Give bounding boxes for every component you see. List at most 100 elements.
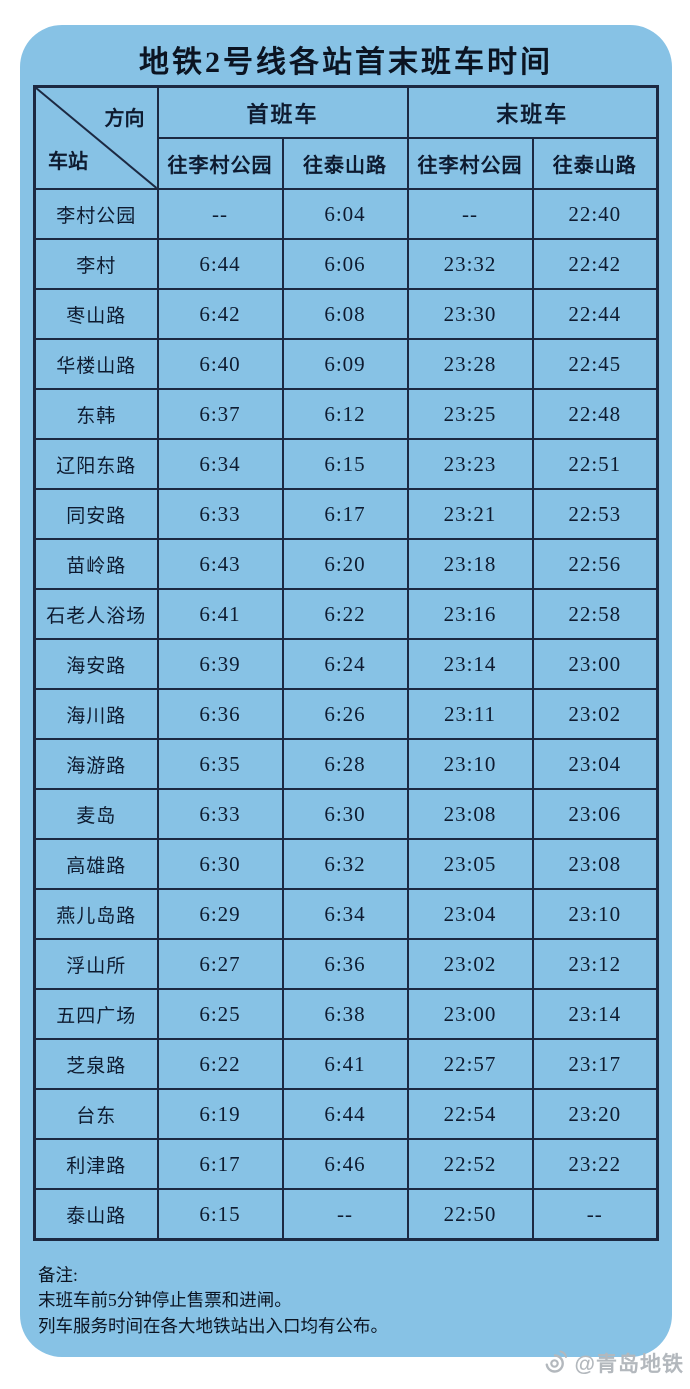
time-cell: 6:17	[281, 488, 409, 540]
header-row-directions: 往李村公园 往泰山路 往李村公园 往泰山路	[35, 137, 659, 190]
time-cell: 6:26	[281, 688, 409, 740]
time-cell: 6:33	[156, 788, 284, 840]
time-cell: 23:25	[406, 388, 534, 440]
station-cell: 海安路	[33, 638, 159, 690]
diagonal-divider	[36, 88, 157, 188]
first-train-header: 首班车	[156, 85, 409, 139]
time-cell: 6:34	[281, 888, 409, 940]
time-cell: 6:44	[281, 1088, 409, 1140]
time-cell: 22:54	[406, 1088, 534, 1140]
time-cell: 22:58	[531, 588, 659, 640]
time-cell: 23:14	[406, 638, 534, 690]
time-cell: 6:39	[156, 638, 284, 690]
header-row-groups: 方向 车站 首班车 末班车	[33, 85, 659, 190]
time-cell: 6:43	[156, 538, 284, 590]
station-cell: 台东	[33, 1088, 159, 1140]
time-cell: 23:21	[406, 488, 534, 540]
dir-header-last-taishan-road: 往泰山路	[531, 137, 659, 190]
weibo-icon	[545, 1350, 567, 1373]
time-cell: 6:20	[281, 538, 409, 590]
time-cell: --	[281, 1188, 409, 1241]
time-cell: 23:16	[406, 588, 534, 640]
station-cell: 华楼山路	[33, 338, 159, 390]
timetable: 方向 车站 首班车 末班车 往李村公园 往泰山路 往李村公园 往泰山路 李村公园…	[33, 85, 660, 1241]
station-cell: 石老人浴场	[33, 588, 159, 640]
time-cell: 23:00	[406, 988, 534, 1040]
time-cell: 6:32	[281, 838, 409, 890]
time-cell: 23:17	[531, 1038, 659, 1090]
dir-header-first-licun-park: 往李村公园	[156, 137, 284, 190]
time-cell: 6:19	[156, 1088, 284, 1140]
table-row: 燕儿岛路 6:29 6:34 23:04 23:10	[33, 888, 659, 940]
table-row: 李村公园 -- 6:04 -- 22:40	[33, 188, 659, 240]
time-cell: 6:12	[281, 388, 409, 440]
station-cell: 海川路	[33, 688, 159, 740]
time-cell: 23:11	[406, 688, 534, 740]
time-cell: 22:51	[531, 438, 659, 490]
time-cell: 23:18	[406, 538, 534, 590]
station-cell: 海游路	[33, 738, 159, 790]
time-cell: 23:02	[531, 688, 659, 740]
station-cell: 同安路	[33, 488, 159, 540]
time-cell: 6:06	[281, 238, 409, 290]
table-row: 李村 6:44 6:06 23:32 22:42	[33, 238, 659, 290]
station-cell: 李村	[33, 238, 159, 290]
timetable-body: 李村公园 -- 6:04 -- 22:40 李村 6:44 6:06 23:32 22:42 枣山路…	[33, 188, 659, 1241]
time-cell: 23:08	[531, 838, 659, 890]
station-cell: 芝泉路	[33, 1038, 159, 1090]
table-row: 高雄路 6:30 6:32 23:05 23:08	[33, 838, 659, 890]
table-row: 苗岭路 6:43 6:20 23:18 22:56	[33, 538, 659, 590]
time-cell: 22:53	[531, 488, 659, 540]
time-cell: 6:15	[156, 1188, 284, 1241]
last-train-header: 末班车	[406, 85, 659, 139]
time-cell: 23:05	[406, 838, 534, 890]
time-cell: 6:08	[281, 288, 409, 340]
time-cell: 22:57	[406, 1038, 534, 1090]
station-cell: 燕儿岛路	[33, 888, 159, 940]
time-cell: 23:10	[531, 888, 659, 940]
time-cell: 23:00	[531, 638, 659, 690]
time-cell: 22:40	[531, 188, 659, 240]
time-cell: 6:41	[281, 1038, 409, 1090]
time-cell: 23:14	[531, 988, 659, 1040]
timetable-card: 地铁2号线各站首末班车时间 方向 车站 首班车 末班车 往李村公园 往泰山路 往	[20, 25, 672, 1357]
corner-cell: 方向 车站	[33, 85, 159, 190]
time-cell: 6:34	[156, 438, 284, 490]
time-cell: 6:35	[156, 738, 284, 790]
table-row: 泰山路 6:15 -- 22:50 --	[33, 1188, 659, 1241]
time-cell: 6:28	[281, 738, 409, 790]
time-cell: 22:56	[531, 538, 659, 590]
table-row: 同安路 6:33 6:17 23:21 22:53	[33, 488, 659, 540]
station-cell: 高雄路	[33, 838, 159, 890]
time-cell: 23:28	[406, 338, 534, 390]
station-cell: 浮山所	[33, 938, 159, 990]
notes-line-2: 列车服务时间在各大地铁站出入口均有公布。	[38, 1315, 388, 1336]
time-cell: 23:20	[531, 1088, 659, 1140]
station-cell: 东韩	[33, 388, 159, 440]
notes-line-1: 末班车前5分钟停止售票和进闸。	[38, 1290, 292, 1311]
time-cell: 6:38	[281, 988, 409, 1040]
time-cell: 22:50	[406, 1188, 534, 1241]
time-cell: --	[156, 188, 284, 240]
time-cell: 22:45	[531, 338, 659, 390]
time-cell: 6:29	[156, 888, 284, 940]
time-cell: 6:36	[281, 938, 409, 990]
time-cell: --	[531, 1188, 659, 1241]
time-cell: 6:27	[156, 938, 284, 990]
time-cell: 23:22	[531, 1138, 659, 1190]
time-cell: 23:06	[531, 788, 659, 840]
watermark: @青岛地铁	[540, 1345, 684, 1381]
time-cell: 6:22	[156, 1038, 284, 1090]
time-cell: 6:33	[156, 488, 284, 540]
time-cell: 22:52	[406, 1138, 534, 1190]
page-title: 地铁2号线各站首末班车时间	[139, 46, 553, 79]
station-cell: 五四广场	[33, 988, 159, 1040]
timetable-header: 方向 车站 首班车 末班车 往李村公园 往泰山路 往李村公园 往泰山路	[33, 85, 659, 190]
time-cell: 23:32	[406, 238, 534, 290]
time-cell: 23:10	[406, 738, 534, 790]
table-row: 麦岛 6:33 6:30 23:08 23:06	[33, 788, 659, 840]
station-cell: 辽阳东路	[33, 438, 159, 490]
table-row: 华楼山路 6:40 6:09 23:28 22:45	[33, 338, 659, 390]
time-cell: 22:48	[531, 388, 659, 440]
